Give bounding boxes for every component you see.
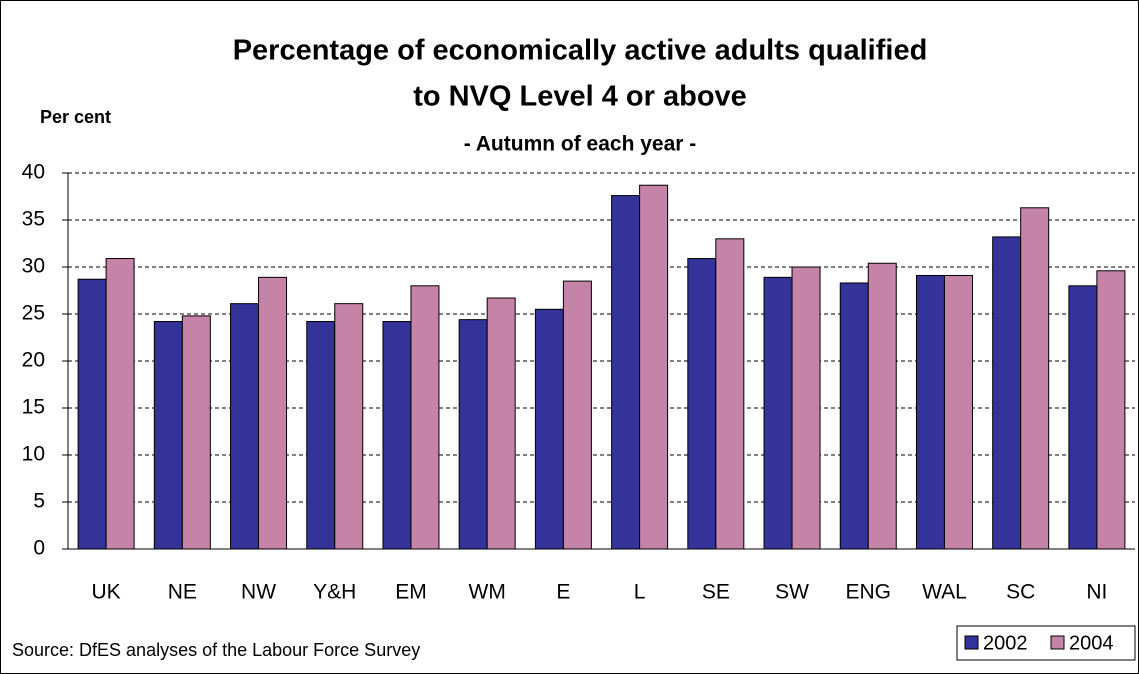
x-tick-label: NE	[168, 581, 197, 604]
bar	[1020, 207, 1050, 550]
bar	[867, 262, 897, 550]
y-tick-label: 25	[22, 302, 45, 325]
bar	[915, 274, 945, 550]
x-tick-label: E	[556, 581, 570, 604]
y-tick-label: 10	[22, 443, 45, 466]
y-tick-label: 0	[33, 537, 45, 560]
bar	[562, 280, 592, 550]
bar	[306, 321, 336, 550]
y-tick-label: 35	[22, 208, 45, 231]
bar	[258, 276, 288, 550]
bar	[839, 282, 869, 550]
legend-swatch	[1050, 635, 1065, 650]
bar	[687, 258, 717, 550]
bar	[534, 308, 564, 550]
bar	[1096, 270, 1126, 550]
bar	[230, 303, 260, 550]
legend-box	[956, 625, 1136, 661]
x-tick-label: ENG	[845, 581, 891, 604]
y-tick-label: 40	[22, 161, 45, 184]
bar	[791, 266, 821, 550]
bar	[486, 297, 516, 550]
x-tick-label: WM	[469, 581, 506, 604]
bar	[458, 319, 488, 550]
bar	[382, 321, 412, 550]
x-tick-label: UK	[92, 581, 121, 604]
y-tick-label: 20	[22, 349, 45, 372]
bar	[715, 238, 745, 550]
bar	[611, 195, 641, 550]
x-tick-label: SC	[1006, 581, 1035, 604]
legend-swatch	[964, 635, 979, 650]
y-axis-label: Per cent	[40, 107, 111, 127]
legend-label: 2002	[983, 632, 1028, 654]
x-tick-label: NW	[241, 581, 276, 604]
chart-title: to NVQ Level 4 or above	[413, 81, 747, 113]
y-tick-label: 5	[33, 490, 45, 513]
bar	[992, 236, 1022, 550]
bar	[334, 303, 364, 550]
y-tick-label: 15	[22, 396, 45, 419]
x-tick-label: EM	[395, 581, 427, 604]
bar	[105, 258, 135, 550]
x-tick-label: L	[634, 581, 646, 604]
x-tick-label: WAL	[922, 581, 967, 604]
x-tick-label: Y&H	[313, 581, 356, 604]
bar	[77, 278, 107, 550]
legend-label: 2004	[1069, 632, 1114, 654]
x-tick-label: NI	[1086, 581, 1107, 604]
x-tick-label: SW	[775, 581, 809, 604]
bar	[943, 274, 973, 550]
chart-subtitle: - Autumn of each year -	[464, 133, 697, 156]
source-note: Source: DfES analyses of the Labour Forc…	[12, 640, 420, 660]
bar	[153, 321, 183, 550]
bar	[410, 285, 440, 550]
bar	[1068, 285, 1098, 550]
chart-title: Percentage of economically active adults…	[233, 35, 928, 67]
x-tick-label: SE	[702, 581, 730, 604]
y-tick-label: 30	[22, 255, 45, 278]
bar	[763, 276, 793, 550]
bar	[181, 315, 211, 550]
bar	[639, 184, 669, 550]
